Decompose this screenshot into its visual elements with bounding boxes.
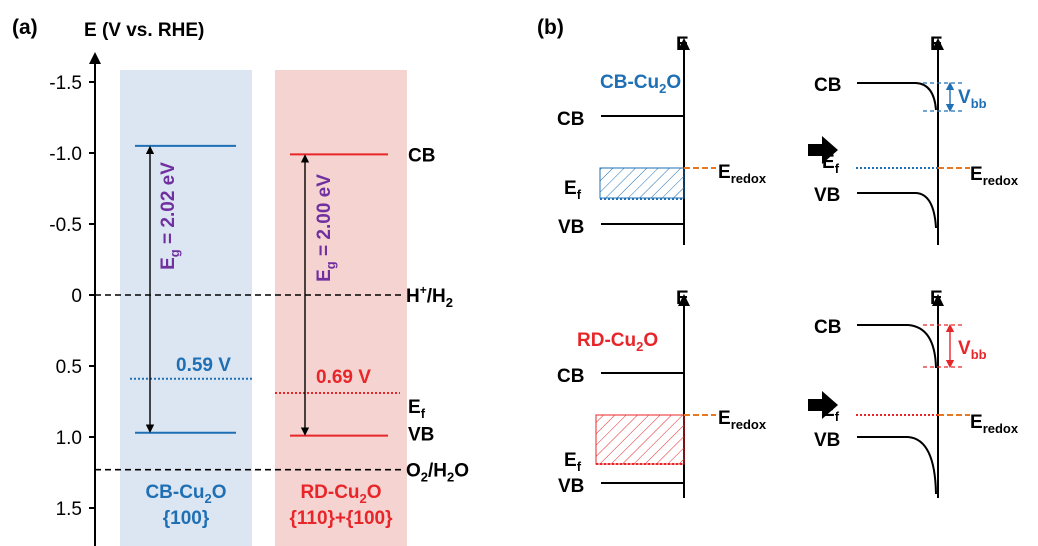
conduction-band-b4 [857, 324, 937, 369]
cb-right-label: CB [408, 145, 435, 166]
cb-cu2o-facet: {100} [163, 508, 210, 529]
energy-axis-label: E (V vs. RHE) [84, 20, 204, 41]
cb-cu2o-name: CB-Cu2O [145, 482, 226, 506]
axis-tick-label-2: -0.5 [49, 215, 82, 236]
axis-tick-label-3: 0 [71, 286, 82, 307]
conduction-band-b2 [857, 82, 937, 111]
panel-a-tag: (a) [12, 16, 38, 39]
cb-cu2o-band-box [120, 70, 252, 546]
hatched-region-b3 [595, 414, 685, 465]
panel-b: (b) CB-Cu2O E CB Ef VB Eredox E CB [537, 16, 1019, 498]
ef-label-b3: Ef [564, 450, 582, 474]
transition-arrow-bottom [808, 391, 838, 419]
rd-cu2o-b-name: RD-Cu2O [577, 330, 658, 354]
axis-tick-label-4: 0.5 [56, 357, 82, 378]
cb-cu2o-fermi-value: 0.59 V [176, 355, 231, 376]
ef-label-b4: Ef [822, 400, 840, 424]
cb-cu2o-bandgap-label: Eg = 2.02 eV [158, 162, 182, 270]
vb-label-b4: VB [814, 430, 840, 451]
energy-axis-b1-label: E [676, 34, 689, 55]
vbb-label-b2: Vbb [958, 87, 987, 111]
axis-tick-label-1: -1.0 [49, 144, 82, 165]
cb-label-b2: CB [814, 75, 841, 96]
rd-cu2o-fermi-value: 0.69 V [316, 367, 371, 388]
axis-tick-label-5: 1.0 [56, 428, 82, 449]
cb-cu2o-before-contact: CB-Cu2O E CB Ef VB Eredox [557, 34, 767, 245]
energy-axis-ticks: -1.5 -1.0 -0.5 0 0.5 1.0 1.5 [49, 73, 95, 520]
redox-label-b1: Eredox [718, 162, 767, 186]
hatched-region-b1 [599, 167, 685, 199]
panel-a: (a) E (V vs. RHE) -1.5 -1.0 -0.5 0 0.5 1.0 1.5… [12, 16, 469, 546]
cb-label-b4: CB [814, 317, 841, 338]
vb-label-b1: VB [558, 217, 584, 238]
energy-axis-b4-label: E [930, 288, 943, 309]
vb-right-label: VB [408, 425, 434, 446]
cb-label-b1: CB [557, 109, 584, 130]
rd-cu2o-before-contact: RD-Cu2O E CB Ef VB Eredox [557, 288, 767, 498]
cb-label-b3: CB [557, 366, 584, 387]
rd-cu2o-band-box [275, 70, 407, 546]
redox-label-b4: Eredox [970, 412, 1019, 436]
vb-label-b3: VB [558, 476, 584, 497]
axis-tick-label-0: -1.5 [49, 73, 82, 94]
rd-cu2o-facet: {110}+{100} [289, 508, 393, 529]
ef-right-label: Ef [408, 397, 426, 421]
valence-band-b2 [857, 192, 937, 229]
redox-label-b2: Eredox [970, 164, 1019, 188]
energy-axis-b3-label: E [676, 288, 689, 309]
panel-b-tag: (b) [537, 16, 564, 39]
rd-cu2o-after-contact: E CB Vbb Ef Eredox VB [814, 288, 1019, 498]
vbb-label-b4: Vbb [958, 338, 987, 362]
energy-axis-b2-label: E [930, 34, 943, 55]
ef-label-b1: Ef [564, 178, 582, 202]
transition-arrow-top [808, 136, 838, 164]
cb-cu2o-after-contact: E CB Vbb Ef Eredox VB [814, 34, 1019, 245]
redox-label-b3: Eredox [718, 408, 767, 432]
vb-label-b2: VB [814, 185, 840, 206]
cb-cu2o-b-name: CB-Cu2O [600, 72, 681, 96]
rd-cu2o-name: RD-Cu2O [300, 482, 381, 506]
rd-cu2o-bandgap-label: Eg = 2.00 eV [314, 174, 338, 282]
o2-h2o-label: O2/H2O [406, 461, 469, 485]
ef-label-b2: Ef [822, 152, 840, 176]
h-plus-h2-label: H+/H2 [406, 283, 453, 310]
valence-band-b4 [857, 436, 937, 495]
axis-tick-label-6: 1.5 [56, 499, 82, 520]
